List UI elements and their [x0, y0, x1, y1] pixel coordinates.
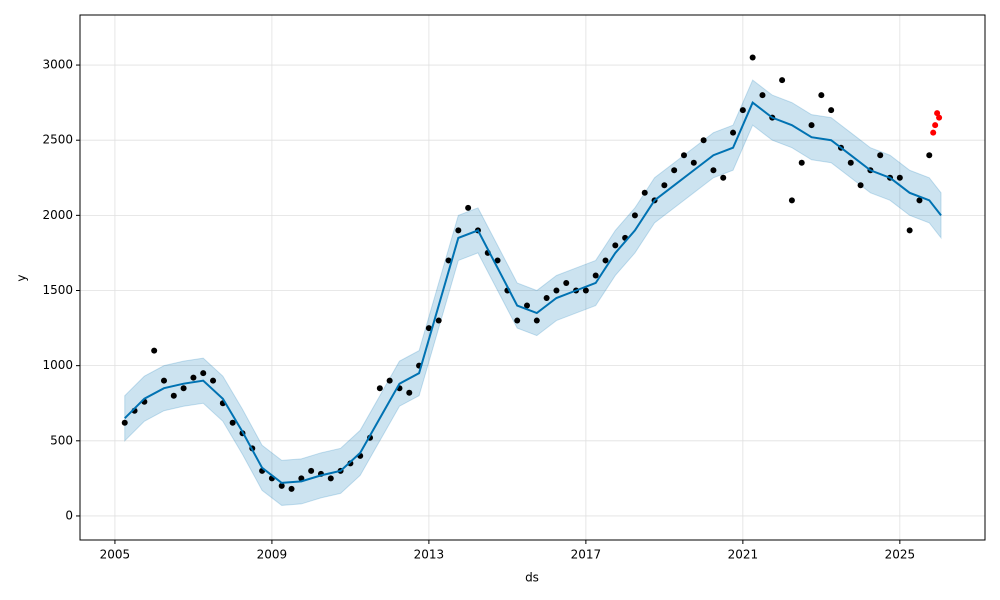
observed-point [700, 137, 707, 144]
recent-point [934, 110, 941, 117]
x-tick-label: 2017 [571, 548, 602, 562]
recent-point [936, 114, 943, 121]
observed-point [671, 167, 678, 174]
observed-point [906, 227, 913, 234]
x-tick-label: 2025 [885, 548, 916, 562]
observed-point [788, 197, 795, 204]
observed-point [435, 317, 442, 324]
observed-point [749, 54, 756, 61]
x-tick-label: 2021 [728, 548, 759, 562]
y-tick-label: 1500 [42, 283, 73, 297]
observed-point [229, 419, 236, 426]
observed-point [327, 475, 334, 482]
observed-point [406, 389, 413, 396]
observed-point [690, 159, 697, 166]
observed-point [200, 370, 207, 377]
observed-point [710, 167, 717, 174]
x-tick-label: 2009 [257, 548, 288, 562]
y-tick-label: 3000 [42, 58, 73, 72]
observed-point [592, 272, 599, 279]
observed-point [847, 159, 854, 166]
observed-point [916, 197, 923, 204]
observed-point [582, 287, 589, 294]
observed-point [278, 482, 285, 489]
observed-point [160, 377, 167, 384]
observed-point [288, 485, 295, 492]
observed-point [818, 92, 825, 99]
forecast-line [124, 101, 942, 484]
observed-point [465, 204, 472, 211]
observed-point [298, 475, 305, 482]
y-tick-label: 500 [50, 433, 73, 447]
y-tick-label: 2500 [42, 133, 73, 147]
observed-point [543, 295, 550, 302]
observed-point [720, 174, 727, 181]
observed-point [455, 227, 462, 234]
observed-point [779, 77, 786, 84]
x-axis-label: ds [525, 571, 539, 585]
plot-frame [79, 14, 986, 541]
observed-point [121, 419, 128, 426]
observed-point [602, 257, 609, 264]
recent-point [930, 129, 937, 136]
observed-point [563, 279, 570, 286]
observed-point [151, 347, 158, 354]
observed-point [612, 242, 619, 249]
observed-point [739, 107, 746, 114]
observed-point [347, 460, 354, 467]
uncertainty-band [124, 79, 942, 506]
x-tick-label: 2005 [100, 548, 131, 562]
y-axis-label: y [15, 274, 29, 281]
x-tick-label: 2013 [414, 548, 445, 562]
y-tick-label: 1000 [42, 358, 73, 372]
observed-point [730, 129, 737, 136]
observed-point [877, 152, 884, 159]
observed-point [631, 212, 638, 219]
observed-point [857, 182, 864, 189]
y-tick-label: 2000 [42, 208, 73, 222]
observed-point [386, 377, 393, 384]
observed-point [798, 159, 805, 166]
observed-point [308, 467, 315, 474]
observed-point [680, 152, 687, 159]
observed-point [553, 287, 560, 294]
observed-point [661, 182, 668, 189]
observed-point [759, 92, 766, 99]
observed-point [533, 317, 540, 324]
observed-point [180, 385, 187, 392]
observed-point [926, 152, 933, 159]
observed-point [494, 257, 501, 264]
observed-point [896, 174, 903, 181]
plot-area [80, 15, 985, 540]
observed-point [641, 189, 648, 196]
observed-point [376, 385, 383, 392]
observed-point [190, 374, 197, 381]
observed-point [445, 257, 452, 264]
observed-point [524, 302, 531, 309]
observed-point [514, 317, 521, 324]
y-tick-label: 0 [65, 508, 73, 522]
observed-point [425, 325, 432, 332]
observed-point [210, 377, 217, 384]
observed-point [170, 392, 177, 399]
observed-point [808, 122, 815, 129]
observed-point [828, 107, 835, 114]
recent-point [932, 122, 939, 129]
